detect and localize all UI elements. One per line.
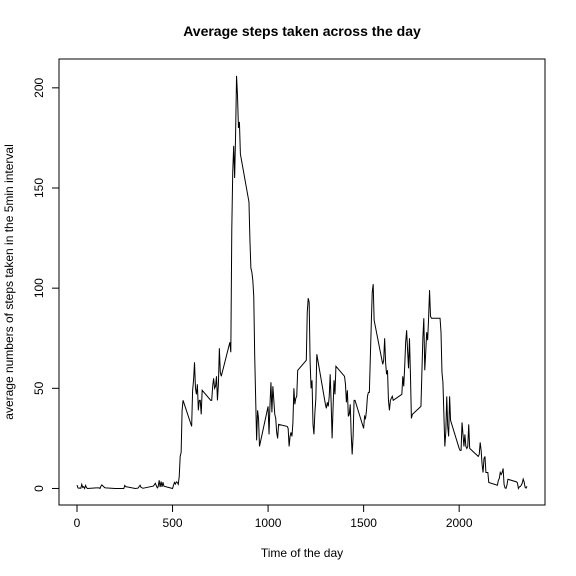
x-tick-label: 0: [74, 516, 81, 530]
y-tick-label: 100: [32, 278, 46, 298]
data-line: [76, 75, 528, 490]
x-tick-label: 2000: [446, 516, 473, 530]
y-tick-label: 0: [32, 485, 46, 492]
x-tick-label: 1000: [255, 516, 282, 530]
y-axis-label: average numbers of steps taken in the 5m…: [2, 144, 16, 419]
x-tick-label: 1500: [350, 516, 377, 530]
chart-title: Average steps taken across the day: [183, 23, 421, 39]
y-tick-label: 50: [32, 381, 46, 395]
x-axis-label: Time of the day: [261, 546, 343, 560]
x-tick-label: 500: [163, 516, 183, 530]
y-tick-label: 150: [32, 178, 46, 198]
y-tick-label: 200: [32, 78, 46, 98]
